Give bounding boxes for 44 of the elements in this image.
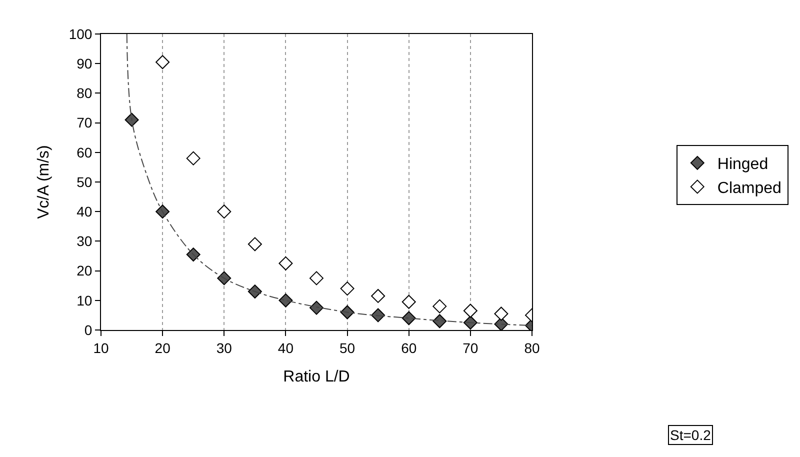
- point: [494, 306, 508, 321]
- point: [402, 311, 416, 326]
- point: [432, 314, 447, 328]
- point: [310, 300, 324, 315]
- y-tick-label: 80: [76, 85, 92, 102]
- x-tick-label: 60: [401, 340, 417, 356]
- y-tick-label: 70: [76, 114, 92, 131]
- x-tick-label: 50: [340, 340, 356, 356]
- point: [156, 55, 170, 70]
- point: [278, 256, 293, 270]
- x-axis-title: Ratio L/D: [283, 368, 350, 386]
- legend-label: Hinged: [717, 156, 768, 174]
- y-tick-label: 60: [76, 144, 92, 160]
- point: [371, 288, 386, 303]
- text: St=0.2: [670, 427, 712, 443]
- y-tick-label: 40: [76, 204, 92, 220]
- y-axis-title: Vc/A (m/s): [36, 145, 53, 219]
- y-tick-label: 10: [76, 292, 92, 308]
- point: [186, 151, 200, 166]
- x-tick-label: 80: [524, 340, 540, 356]
- x-tick-label: 30: [216, 340, 232, 356]
- x-tick-label: 10: [93, 340, 109, 356]
- point: [340, 282, 354, 296]
- legend-label: Clamped: [717, 180, 782, 197]
- point: [310, 271, 324, 286]
- y-tick-label: 30: [76, 233, 92, 250]
- point: [248, 237, 262, 252]
- point: [186, 248, 200, 262]
- point: [402, 294, 416, 309]
- point: [463, 304, 478, 318]
- y-tick-label: 100: [68, 26, 92, 42]
- x-tick-label: 70: [462, 340, 478, 356]
- point: [217, 204, 232, 219]
- y-tick-label: 50: [76, 174, 92, 190]
- point: [278, 293, 293, 308]
- y-tick-label: 0: [84, 322, 92, 338]
- x-tick-label: 40: [278, 340, 294, 356]
- point: [248, 284, 262, 299]
- y-tick-label: 90: [76, 56, 92, 72]
- x-tick-label: 20: [154, 340, 171, 356]
- point: [432, 299, 447, 314]
- point: [156, 204, 170, 219]
- y-tick-label: 20: [76, 262, 92, 279]
- point: [124, 112, 139, 127]
